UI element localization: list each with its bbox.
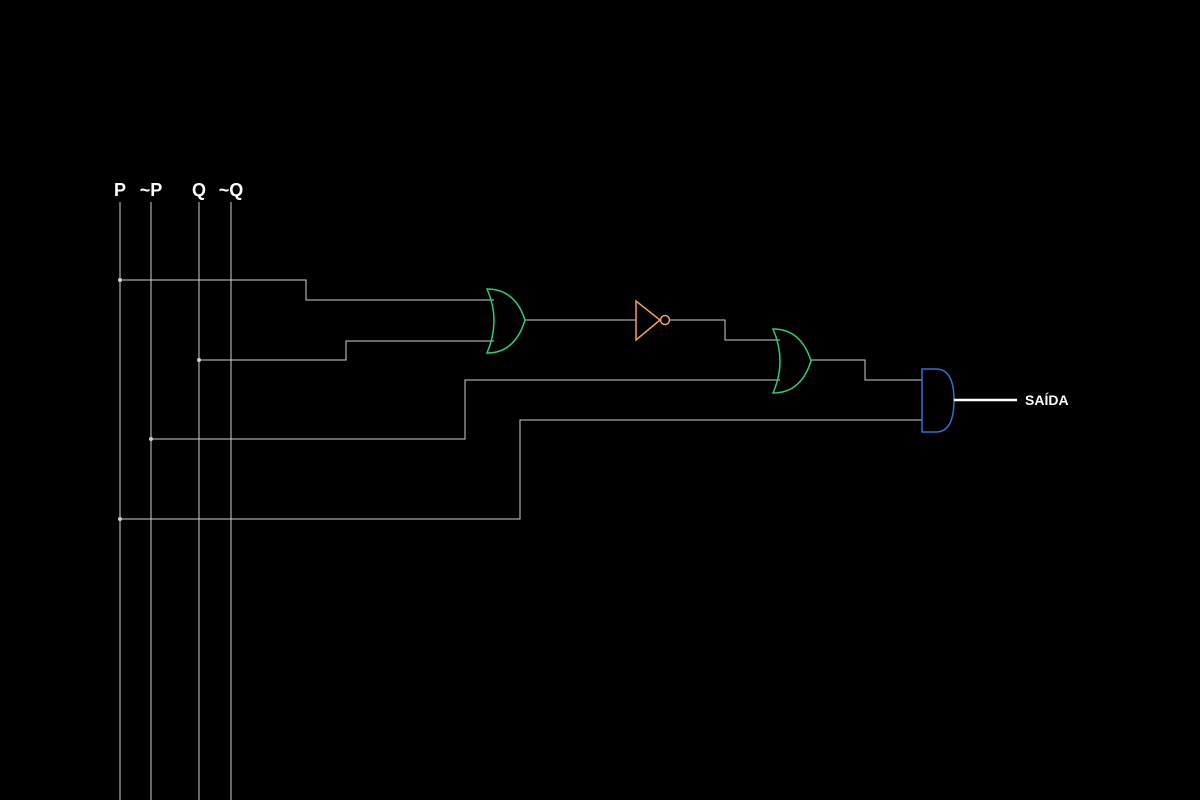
wire-p-to-and1 <box>120 419 922 520</box>
and-gate-1 <box>921 368 955 433</box>
input-label-q: Q <box>192 180 206 200</box>
input-label-p: P <box>114 180 126 200</box>
input-label-not-q: ~Q <box>219 180 244 200</box>
wire-p-to-or1 <box>120 279 494 301</box>
wire-q-to-or1 <box>199 340 494 361</box>
or-gate-2 <box>771 328 812 394</box>
not-gate-bubble <box>659 314 671 326</box>
wire-not1-to-or2 <box>670 319 780 341</box>
output-label: SAÍDA <box>1025 392 1069 408</box>
input-label-not-p: ~P <box>140 180 163 200</box>
or-gate-1 <box>485 288 526 354</box>
wire-not-p-to-or2 <box>151 379 780 440</box>
wire-or2-to-and1 <box>811 359 922 381</box>
not-gate-1 <box>635 299 671 342</box>
not-gate-triangle <box>635 299 662 342</box>
